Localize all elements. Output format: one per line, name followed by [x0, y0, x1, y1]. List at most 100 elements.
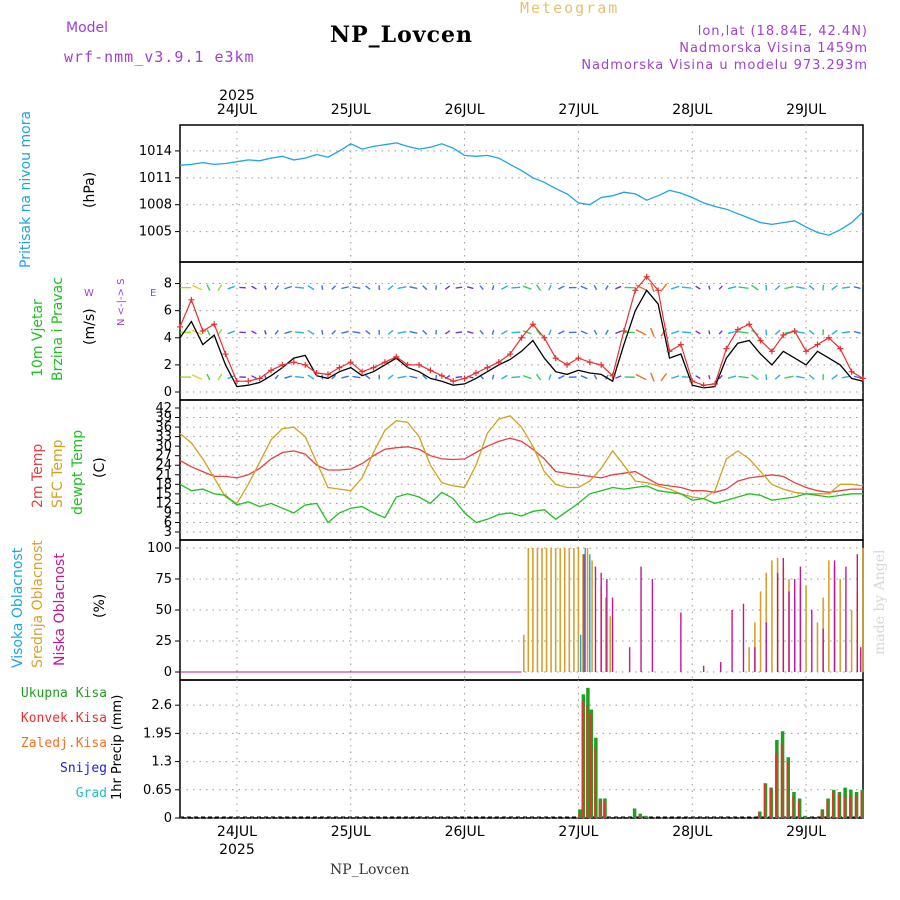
- wind-direction-arrow: [795, 330, 805, 334]
- wind-gust-marker: [336, 364, 343, 371]
- wind-gust-marker: [632, 287, 639, 294]
- wind-direction-arrow: [605, 329, 609, 335]
- wind-gust-marker: [518, 334, 525, 341]
- elevation-text: Nadmorska Visina 1459m: [679, 41, 868, 56]
- wind-direction-arrow: [580, 375, 588, 380]
- wind-gust-marker: [586, 359, 593, 366]
- y-tick-label: 27: [155, 449, 172, 464]
- wind-direction-arrow: [307, 285, 315, 291]
- wind-direction-arrow: [397, 286, 407, 290]
- precip-conv-bar: [854, 796, 857, 818]
- wind-direction-arrow: [274, 374, 279, 380]
- wind-gust-marker: [677, 341, 684, 348]
- precip-conv-bar: [849, 796, 851, 818]
- wind-direction-arrow: [307, 329, 315, 335]
- wind-direction-arrow: [671, 375, 680, 380]
- wind-direction-arrow: [558, 374, 565, 380]
- y-tick-label: 2: [164, 358, 172, 373]
- wind-direction-arrow: [671, 285, 680, 290]
- wind-gust-marker: [256, 375, 263, 382]
- wind-gust-marker: [233, 378, 240, 385]
- wind-gust-marker: [837, 345, 844, 352]
- precip-conv-bar: [589, 713, 592, 818]
- wind-direction-arrow: [491, 374, 495, 380]
- wind-direction-arrow: [615, 285, 622, 290]
- precip-conv-bar: [594, 748, 596, 818]
- wind-gust-marker: [438, 372, 445, 379]
- wind-gust-marker: [199, 328, 206, 334]
- wind-direction-arrow: [467, 330, 474, 334]
- wind-direction-arrow: [295, 375, 305, 379]
- wind-direction-arrow: [284, 330, 292, 335]
- wind-gust-marker: [643, 273, 650, 280]
- wind-direction-arrow: [681, 331, 692, 334]
- panel-frame-1: [179, 261, 864, 401]
- wind-direction-arrow: [718, 285, 723, 290]
- precip-conv-bar: [792, 796, 794, 818]
- precip-conv-bar: [826, 800, 829, 818]
- precip-conv-bar: [638, 815, 641, 818]
- wind-gust-marker: [188, 296, 195, 303]
- wind-direction-arrow: [558, 330, 565, 335]
- wind-direction-arrow: [352, 286, 361, 289]
- wind-direction-arrow: [206, 284, 211, 291]
- wind-direction-arrow: [593, 329, 598, 335]
- wind-gust-marker: [381, 359, 388, 366]
- wind-direction-arrow: [535, 284, 542, 291]
- wind-direction-arrow: [331, 330, 337, 335]
- wind-direction-arrow: [660, 372, 668, 382]
- precip-conv-bar: [797, 800, 800, 818]
- wind-direction-arrow: [841, 375, 851, 379]
- y-tick-label: 18: [155, 477, 172, 492]
- wind-direction-arrow: [511, 286, 521, 289]
- wind-direction-arrow: [321, 330, 324, 335]
- wind-gust-marker: [495, 359, 502, 366]
- wind-direction-arrow: [397, 330, 407, 334]
- y-tick-label: 6: [164, 515, 172, 530]
- legend-grad: Grad: [75, 786, 107, 801]
- wind-direction-arrow: [409, 375, 418, 379]
- wind-gust-marker: [689, 378, 696, 385]
- wind-direction-arrow: [841, 331, 851, 334]
- wind-direction-arrow: [435, 374, 438, 380]
- wind-direction-arrow: [387, 329, 394, 335]
- wind-direction-arrow: [422, 285, 428, 291]
- precip-conv-bar: [763, 783, 766, 818]
- wind-direction-arrow: [251, 285, 257, 290]
- y-tick-label: 0: [164, 385, 172, 400]
- wind-direction-arrow: [548, 284, 552, 291]
- panel-frame-0: [179, 124, 864, 263]
- wind-direction-arrow: [331, 374, 337, 380]
- y-tick-label: 100: [147, 541, 172, 556]
- precip-conv-bar: [578, 813, 580, 818]
- wind-direction-arrow: [548, 374, 552, 380]
- wind-direction-arrow: [831, 374, 838, 380]
- wind-gust-marker: [347, 359, 354, 366]
- wind-direction-arrow: [522, 330, 532, 335]
- wind-direction-arrow: [708, 330, 711, 335]
- wind-direction-arrow: [365, 374, 371, 380]
- wind-gust-marker: [393, 353, 400, 360]
- y-tick-label: 75: [155, 572, 172, 587]
- wind-gust-marker: [734, 326, 741, 333]
- legend-ukupna: Ukupna Kisa: [20, 686, 107, 701]
- wind-gust-line: [179, 275, 864, 386]
- precip-conv-bar: [775, 752, 777, 818]
- y-tick-label: 30: [155, 439, 172, 454]
- wind-direction-arrow: [841, 286, 851, 289]
- top-day-label: 28JUL: [672, 102, 712, 118]
- wind-gust-marker: [609, 372, 616, 379]
- y-tick-label: 1011: [139, 171, 172, 186]
- wind-direction-arrow: [580, 285, 588, 290]
- wind-direction-arrow: [831, 284, 838, 291]
- wind-direction-arrow: [727, 375, 737, 379]
- legend-konvek: Konvek.Kisa: [20, 711, 107, 726]
- legend-zaledj: Zaledj.Kisa: [20, 736, 107, 751]
- wind-direction-arrow: [718, 330, 723, 335]
- wind-direction-arrow: [321, 285, 324, 290]
- precip-conv-bar: [586, 705, 588, 818]
- wind-gust-marker: [825, 334, 832, 341]
- y-tick-label: 1008: [139, 198, 172, 213]
- top-day-label: 25JUL: [331, 102, 371, 118]
- wind-direction-arrow: [650, 282, 655, 293]
